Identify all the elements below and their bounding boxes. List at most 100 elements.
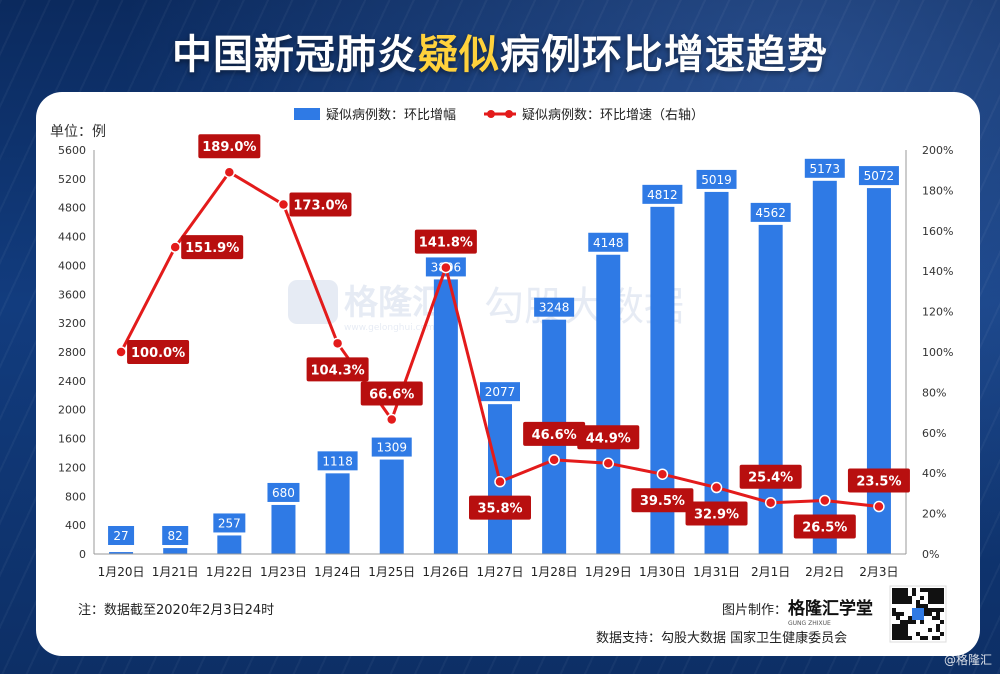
x-tick-label: 1月31日 bbox=[693, 565, 740, 579]
line-data-label-box bbox=[631, 488, 694, 513]
bar-data-label-box bbox=[804, 158, 845, 178]
qr-module bbox=[936, 592, 940, 596]
line-data-label: 32.9% bbox=[694, 508, 739, 523]
qr-module bbox=[892, 592, 896, 596]
y-axis-right: 0% 20% 40% 60% 80% 100% 120% 140% 160% 180% 200% bbox=[905, 144, 953, 561]
qr-module bbox=[928, 628, 932, 632]
x-tick-label: 1月29日 bbox=[585, 565, 632, 579]
bar bbox=[217, 535, 242, 554]
qr-module bbox=[908, 616, 912, 620]
bar bbox=[163, 548, 188, 554]
qr-module bbox=[932, 600, 936, 604]
line-data-label-box bbox=[469, 495, 531, 520]
line-data-label-box bbox=[739, 464, 802, 489]
bar-data-label: 680 bbox=[272, 486, 295, 500]
y-left-tick-label: 3200 bbox=[58, 317, 86, 330]
x-tick-label: 2月1日 bbox=[751, 565, 790, 579]
legend-line-label: 疑似病例数：环比增速（右轴） bbox=[522, 107, 704, 123]
line-point bbox=[115, 346, 127, 358]
bar-data-label: 82 bbox=[168, 529, 183, 543]
qr-module bbox=[904, 628, 908, 632]
x-tick-label: 1月23日 bbox=[260, 565, 307, 579]
qr-module bbox=[904, 588, 908, 592]
qr-center-logo bbox=[912, 608, 924, 620]
y-right-tick-label: 100% bbox=[922, 346, 953, 359]
qr-module bbox=[916, 604, 920, 608]
qr-module bbox=[900, 588, 904, 592]
bar-data-label-box bbox=[108, 526, 135, 545]
qr-module bbox=[904, 592, 908, 596]
qr-module bbox=[892, 624, 896, 628]
qr-module bbox=[940, 588, 944, 592]
qr-module bbox=[940, 592, 944, 596]
qr-module bbox=[924, 588, 928, 592]
bar bbox=[271, 504, 296, 554]
qr-module bbox=[904, 596, 908, 600]
y-right-tick-label: 120% bbox=[922, 306, 953, 319]
qr-module bbox=[900, 620, 904, 624]
x-axis: 1月20日 1月21日 1月22日 1月23日 1月24日 1月25日 1月26日 1月27日… bbox=[94, 553, 906, 579]
qr-module bbox=[936, 600, 940, 604]
maker-label: 图片制作： bbox=[722, 603, 787, 618]
qr-module bbox=[900, 596, 904, 600]
qr-module bbox=[932, 588, 936, 592]
line-data-label: 44.9% bbox=[586, 431, 631, 446]
bar bbox=[704, 191, 729, 554]
bar-data-label: 1309 bbox=[376, 441, 407, 455]
qr-module bbox=[936, 636, 940, 640]
line-point bbox=[548, 454, 560, 466]
y-right-tick-label: 60% bbox=[922, 427, 946, 440]
qr-module bbox=[908, 620, 912, 624]
qr-module bbox=[908, 600, 912, 604]
line-data-label-box bbox=[198, 134, 261, 159]
y-right-tick-label: 40% bbox=[922, 467, 946, 480]
y-axis-left: 0 400 800 1200 1600 2000 2400 2800 3200 3600 4000 4… bbox=[58, 144, 95, 561]
qr-module bbox=[936, 612, 940, 616]
y-right-tick-label: 20% bbox=[922, 508, 946, 521]
corner-watermark: @格隆汇 bbox=[943, 653, 992, 667]
bar-data-label: 5019 bbox=[701, 173, 732, 187]
qr-module bbox=[920, 604, 924, 608]
y-left-tick-label: 2800 bbox=[58, 346, 86, 359]
bar-data-label-box bbox=[642, 184, 683, 204]
bar-labels: 2782257680111813093806207732484148481250… bbox=[108, 158, 899, 545]
bar bbox=[866, 188, 891, 554]
qr-module bbox=[940, 620, 944, 624]
y-left-tick-label: 3600 bbox=[58, 288, 86, 301]
qr-module bbox=[928, 592, 932, 596]
qr-module bbox=[892, 596, 896, 600]
bar-data-label-box bbox=[162, 526, 189, 545]
qr-module bbox=[900, 612, 904, 616]
line-data-label-box bbox=[847, 468, 910, 493]
qr-module bbox=[924, 604, 928, 608]
qr-module bbox=[932, 616, 936, 620]
qr-module bbox=[936, 624, 940, 628]
bar-data-label: 3248 bbox=[539, 301, 570, 315]
line-data-label-box bbox=[577, 425, 640, 450]
qr-module bbox=[912, 588, 916, 592]
unit-label: 单位：例 bbox=[50, 124, 106, 140]
maker-brand-sub: GUNG ZHIXUE bbox=[788, 620, 831, 627]
line-point bbox=[819, 494, 831, 507]
qr-module bbox=[912, 620, 916, 624]
line-data-label-box bbox=[289, 192, 352, 217]
bar-data-label-box bbox=[750, 202, 791, 222]
line-data-label-box bbox=[685, 501, 748, 526]
qr-module bbox=[900, 592, 904, 596]
line-point bbox=[710, 481, 723, 494]
x-tick-label: 1月22日 bbox=[206, 565, 253, 579]
x-tick-label: 1月21日 bbox=[152, 565, 199, 579]
y-left-tick-label: 4800 bbox=[58, 202, 86, 215]
watermark: 格隆汇 www.gelonghui.com 勾股大数据 bbox=[288, 280, 684, 333]
legend-line-dot-right bbox=[505, 110, 513, 118]
line-point bbox=[223, 166, 236, 178]
x-tick-label: 1月25日 bbox=[368, 565, 415, 579]
qr-module bbox=[892, 600, 896, 604]
y-left-tick-label: 2400 bbox=[58, 375, 86, 388]
line-data-label-box bbox=[306, 357, 369, 382]
y-left-tick-label: 5600 bbox=[58, 144, 86, 157]
bar-data-label-box bbox=[480, 382, 520, 402]
x-tick-label: 1月28日 bbox=[531, 565, 578, 579]
qr-module bbox=[936, 628, 940, 632]
data-source: 数据支持：勾股大数据 国家卫生健康委员会 bbox=[596, 630, 847, 646]
